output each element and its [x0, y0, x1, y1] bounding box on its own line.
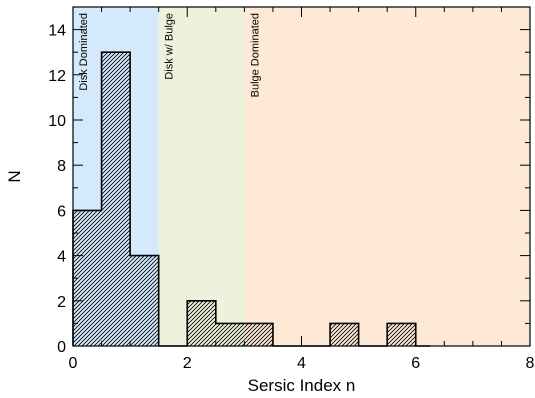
axis-ticks — [72, 6, 531, 347]
histogram-bar — [215, 323, 245, 346]
x-tick-label: 2 — [183, 355, 192, 372]
region-backgrounds — [73, 7, 530, 346]
x-tick-label: 0 — [69, 355, 78, 372]
histogram-bar — [387, 323, 416, 346]
region-labels: Disk Dominated Disk w/ Bulge Bulge Dominat… — [78, 13, 261, 97]
region-label-0: Disk Dominated — [78, 13, 90, 91]
x-tick-label: 4 — [297, 355, 306, 372]
histogram-bar — [130, 255, 159, 346]
region-bg-2 — [244, 7, 530, 346]
x-tick-label: 8 — [526, 355, 535, 372]
y-tick-label: 2 — [57, 294, 66, 311]
y-axis-title: N — [5, 170, 24, 182]
region-bg-1 — [158, 7, 245, 346]
y-tick-label: 14 — [48, 23, 66, 40]
x-tick-labels: 0 2 4 6 8 — [69, 355, 535, 372]
y-tick-label: 8 — [57, 158, 66, 175]
region-label-2: Bulge Dominated — [249, 13, 261, 97]
y-tick-label: 4 — [57, 249, 66, 266]
y-tick-label: 10 — [48, 113, 66, 130]
y-tick-label: 12 — [48, 68, 66, 85]
histogram-bar — [244, 323, 273, 346]
histogram-bar — [187, 300, 216, 346]
histogram-bars — [73, 52, 416, 346]
y-tick-label: 0 — [57, 339, 66, 356]
x-tick-label: 6 — [411, 355, 420, 372]
y-tick-labels: 0 2 4 6 8 10 12 14 — [48, 23, 66, 356]
region-label-1: Disk w/ Bulge — [164, 13, 176, 80]
y-tick-label: 6 — [57, 203, 66, 220]
histogram-bar — [330, 323, 359, 346]
x-axis-title: Sersic Index n — [248, 376, 356, 395]
histogram-bar — [101, 52, 131, 346]
